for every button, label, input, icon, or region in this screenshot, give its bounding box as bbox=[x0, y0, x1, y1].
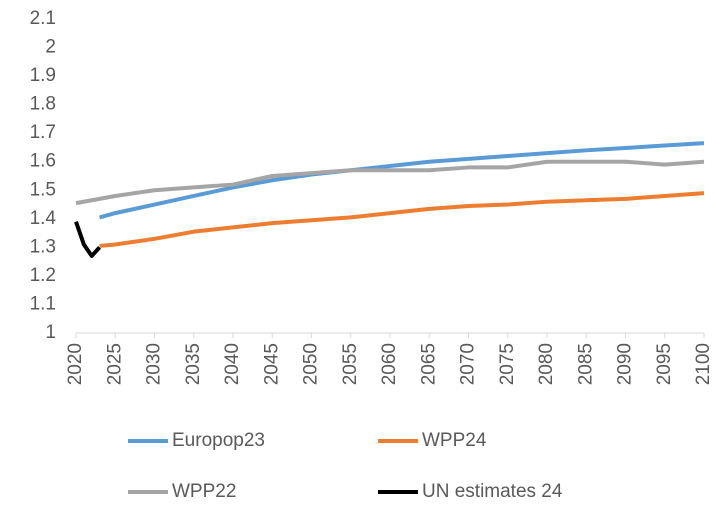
x-tick-label: 2050 bbox=[301, 343, 322, 385]
y-tick-label: 1.6 bbox=[30, 151, 56, 172]
x-tick-label: 2090 bbox=[615, 343, 636, 385]
x-tick-label: 2020 bbox=[65, 343, 86, 385]
y-tick-label: 1.2 bbox=[30, 265, 56, 286]
x-tick-label: 2095 bbox=[654, 343, 675, 385]
x-tick-label: 2035 bbox=[183, 343, 204, 385]
x-tick-label: 2030 bbox=[144, 343, 165, 385]
legend-label: Europop23 bbox=[172, 430, 265, 451]
series-line bbox=[99, 141, 705, 220]
y-tick-label: 1.5 bbox=[30, 179, 56, 200]
y-tick-label: 1.9 bbox=[30, 65, 56, 86]
legend-label: WPP24 bbox=[422, 430, 487, 451]
y-tick-label: 1.8 bbox=[30, 94, 56, 115]
x-tick-label: 2080 bbox=[536, 343, 557, 385]
y-tick-label: 1.4 bbox=[30, 208, 57, 229]
y-tick-label: 1.7 bbox=[30, 122, 56, 143]
x-tick-label: 2065 bbox=[418, 343, 439, 385]
y-tick-label: 1.3 bbox=[30, 236, 56, 257]
series-line bbox=[75, 159, 705, 206]
x-tick-label: 2070 bbox=[458, 343, 479, 385]
series-line bbox=[74, 221, 102, 258]
legend-label: WPP22 bbox=[172, 481, 236, 502]
x-tick-label: 2075 bbox=[497, 343, 518, 385]
x-tick-label: 2025 bbox=[104, 343, 125, 385]
y-tick-label: 2 bbox=[45, 37, 56, 58]
y-tick-label: 2.1 bbox=[30, 8, 56, 29]
x-tick-label: 2085 bbox=[575, 343, 596, 385]
y-tick-label: 1.1 bbox=[30, 293, 56, 314]
x-tick-label: 2060 bbox=[379, 343, 400, 385]
x-tick-label: 2045 bbox=[261, 343, 282, 385]
series-line bbox=[99, 191, 705, 248]
x-tick-label: 2055 bbox=[340, 343, 361, 385]
legend-label: UN estimates 24 bbox=[422, 481, 563, 502]
x-tick-label: 2100 bbox=[693, 343, 714, 385]
x-tick-label: 2040 bbox=[222, 343, 243, 385]
y-tick-label: 1 bbox=[45, 322, 56, 343]
